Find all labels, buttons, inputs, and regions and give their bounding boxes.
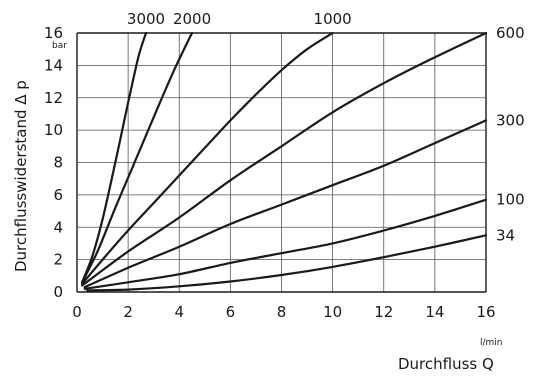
y-tick-label: 14 [44, 56, 63, 74]
x-tick-label: 16 [476, 303, 495, 321]
tick-labels: 0 2 4 6 8 10 12 14 16 0 2 4 6 8 10 12 14 16 [44, 24, 496, 321]
x-axis-title: Durchfluss Q [398, 355, 494, 373]
series-label-1000: 1000 [314, 10, 352, 28]
series-line-100 [83, 198, 488, 290]
y-tick-label: 0 [53, 283, 63, 301]
x-tick-label: 4 [174, 303, 184, 321]
y-tick-label: 4 [53, 218, 63, 236]
series-line-1000 [81, 31, 334, 285]
series-line-3000 [81, 31, 148, 284]
x-tick-label: 12 [374, 303, 393, 321]
x-tick-label: 10 [323, 303, 342, 321]
series-label-300: 300 [496, 111, 525, 129]
x-tick-label: 2 [123, 303, 133, 321]
y-tick-label: 12 [44, 89, 63, 107]
y-tick-label: 16 [44, 24, 63, 42]
x-tick-label: 0 [72, 303, 82, 321]
series-label-600: 600 [496, 24, 525, 42]
series-label-2000: 2000 [173, 10, 211, 28]
series-label-100: 100 [496, 191, 525, 209]
y-axis-title: Durchflusswiderstand Δ p [12, 80, 30, 272]
x-tick-label: 6 [226, 303, 236, 321]
series-line-600 [81, 31, 488, 287]
series-label-34: 34 [496, 226, 515, 244]
y-tick-label: 10 [44, 121, 63, 139]
x-tick-label: 14 [425, 303, 444, 321]
series-line-300 [83, 119, 488, 289]
x-unit-label: l/min [480, 338, 503, 348]
series-label-3000: 3000 [127, 10, 165, 28]
y-tick-label: 8 [53, 154, 63, 172]
x-tick-label: 8 [277, 303, 287, 321]
y-tick-label: 6 [53, 186, 63, 204]
series-line-2000 [81, 31, 194, 284]
curve-labels: 3000 2000 1000 600 300 100 34 [127, 10, 525, 244]
y-tick-label: 2 [53, 251, 63, 269]
y-unit-label: bar [52, 41, 67, 51]
series-layer [81, 31, 488, 292]
series-line-34 [86, 234, 488, 292]
